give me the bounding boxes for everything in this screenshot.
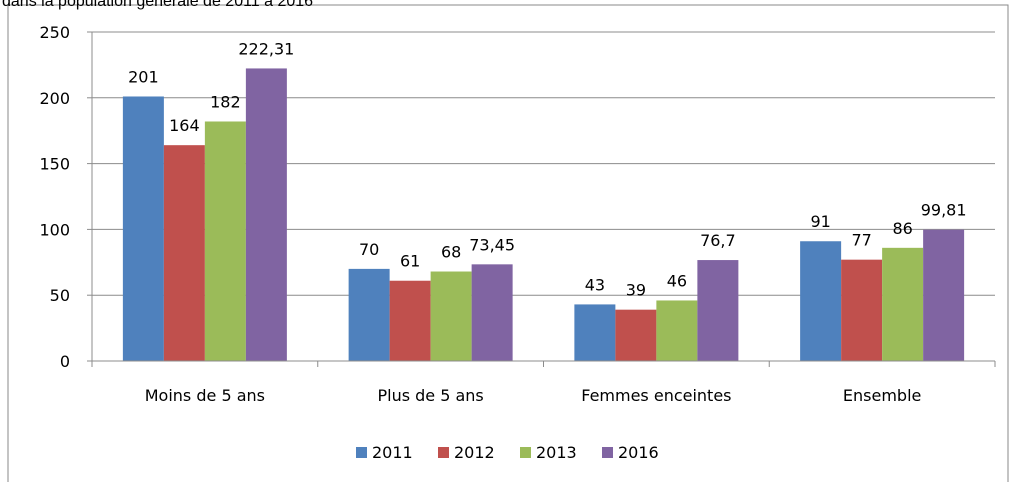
bar [656,300,698,361]
data-label: 70 [359,240,379,259]
chart-title: dans la population générale de 2011 à 20… [2,0,313,10]
legend-label: 2011 [372,443,413,462]
data-label: 99,81 [921,201,967,220]
bar [122,96,164,361]
data-label: 77 [851,231,871,250]
bar [204,121,246,361]
data-label: 222,31 [238,39,294,58]
legend-label: 2016 [618,443,659,462]
legend-label: 2013 [536,443,577,462]
chart-frame [7,4,1009,482]
x-tick-label: Plus de 5 ans [377,386,483,405]
data-label: 43 [585,275,605,294]
bar [841,259,883,361]
data-label: 73,45 [469,235,515,254]
data-label: 91 [810,212,830,231]
data-label: 182 [210,92,241,111]
bar [389,280,431,361]
data-label: 76,7 [700,231,736,250]
legend-swatch [602,447,613,458]
x-tick-label: Moins de 5 ans [145,386,265,405]
bar [615,309,657,361]
bar [348,268,390,361]
bar [163,145,205,361]
bar [574,304,616,361]
y-tick-label: 100 [39,220,70,239]
x-tick-label: Ensemble [843,386,921,405]
x-tick-label: Femmes enceintes [581,386,731,405]
data-label: 86 [892,219,912,238]
data-label: 201 [128,67,159,86]
bar [430,271,472,361]
y-tick-label: 250 [39,23,70,42]
legend-swatch [438,447,449,458]
data-label: 61 [400,252,420,271]
y-tick-label: 50 [50,286,70,305]
bar [245,68,287,362]
bar [697,260,739,361]
data-label: 46 [667,271,687,290]
legend-swatch [520,447,531,458]
bar [800,241,842,361]
legend-swatch [356,447,367,458]
y-tick-label: 200 [39,89,70,108]
data-label: 68 [441,243,461,262]
bar [923,229,965,361]
data-label: 39 [626,281,646,300]
legend-label: 2012 [454,443,495,462]
bar [882,247,924,361]
bar [471,264,513,361]
data-label: 164 [169,116,200,135]
y-tick-label: 0 [60,352,70,371]
y-tick-label: 150 [39,155,70,174]
